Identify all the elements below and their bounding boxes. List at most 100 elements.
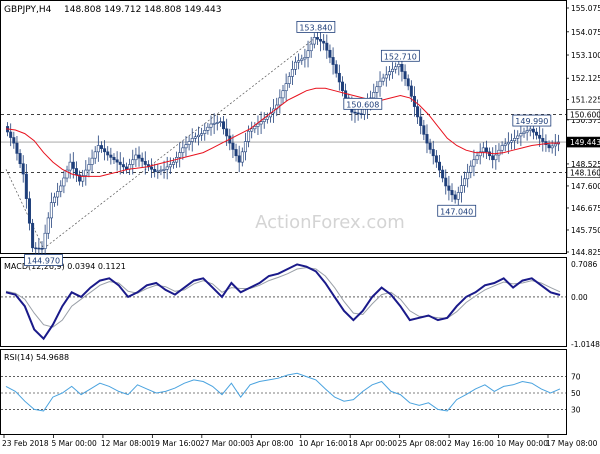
candle-body (253, 126, 257, 130)
x-axis-label: 18 Apr 00:00 (348, 439, 397, 448)
macd-line (5, 263, 561, 341)
candle-body (547, 144, 551, 149)
price-axis-label: 153.100 (571, 51, 600, 60)
candle-body (294, 61, 298, 70)
candle-body (90, 157, 94, 165)
candle-body (306, 50, 310, 58)
candle-body (206, 126, 210, 131)
macd-layer (1, 263, 566, 341)
level-tag-box (566, 136, 600, 148)
candle-body (165, 166, 169, 170)
price-callout-box (24, 254, 63, 266)
candle-body (196, 134, 200, 138)
candle-body (178, 152, 182, 158)
level-tag-label: 150.600 (570, 111, 600, 120)
candle-body (190, 138, 194, 142)
level-tag-box (566, 167, 600, 178)
candle-body (387, 71, 391, 76)
candle-body (96, 145, 100, 153)
candle-body (21, 163, 25, 175)
candle-body (356, 112, 360, 115)
candle-body (434, 155, 438, 163)
candle-body (56, 191, 60, 198)
candle-body (187, 141, 191, 145)
candle-body (397, 63, 401, 68)
candle-body (137, 154, 141, 159)
candle-body (71, 161, 75, 169)
candle-body (503, 143, 507, 146)
candle-body (237, 155, 241, 163)
price-axis-label: 146.675 (571, 204, 600, 213)
candle-body (334, 64, 338, 74)
symbol-label: GBPJPY,H4 (4, 5, 52, 15)
price-axis-label: 152.125 (571, 74, 600, 83)
candle-body (171, 161, 175, 165)
candle-body (428, 142, 432, 150)
price-layer: 153.840 152.710 150.608 149.990 147.040 144.9… (1, 20, 566, 266)
x-axis-label: 2 May 16:00 (447, 439, 494, 448)
candle-body (344, 90, 348, 99)
moving-average-line (5, 87, 560, 177)
price-callout-box (343, 97, 383, 110)
candle-body (337, 72, 341, 83)
rsi-axis-label: 70 (571, 373, 581, 382)
candle-body (450, 190, 454, 196)
candle-body (106, 151, 110, 156)
candle-body (162, 168, 166, 171)
price-axis-label: 154.075 (571, 28, 600, 37)
price-callout-label: 149.990 (515, 117, 548, 126)
candle-body (109, 154, 113, 158)
candle-body (131, 159, 135, 165)
price-callout-box (512, 114, 552, 127)
candle-body (403, 71, 407, 80)
candle-body (34, 247, 38, 250)
candle-body (184, 144, 188, 149)
candle-body (491, 155, 495, 161)
candle-body (340, 81, 344, 92)
candle-body (441, 169, 445, 179)
candle-body (519, 133, 523, 137)
candle-body (81, 175, 85, 182)
candle-body (53, 196, 57, 203)
candle-body (168, 164, 172, 168)
candle-body (553, 143, 557, 147)
candle-body (284, 83, 288, 92)
candle-body (68, 161, 72, 171)
candle-body (297, 60, 301, 63)
candle-body (121, 164, 125, 168)
candle-body (419, 116, 423, 126)
candle-body (231, 142, 235, 150)
candle-body (469, 165, 473, 173)
macd-signal-line (5, 267, 561, 328)
price-axis-label: 151.225 (571, 96, 600, 105)
price-callout-box (296, 20, 336, 33)
candle-body (484, 147, 488, 153)
x-axis-label: 12 Mar 08:00 (101, 439, 151, 448)
candle-body (406, 78, 410, 87)
level-tag-box (566, 109, 600, 120)
candle-body (312, 37, 316, 45)
x-axis-label: 17 May 08:00 (546, 439, 598, 448)
candle-body (409, 85, 413, 97)
candle-body (315, 37, 319, 40)
candle-body (115, 159, 119, 163)
candle-body (416, 106, 420, 118)
candle-body (522, 131, 526, 134)
candle-body (24, 173, 28, 199)
candle-body (531, 128, 535, 133)
candle-body (65, 169, 69, 179)
candle-body (256, 123, 260, 127)
candle-body (103, 148, 107, 153)
candle-body (150, 166, 154, 170)
candle-body (9, 131, 13, 138)
candle-body (475, 155, 479, 161)
candle-body (212, 122, 216, 125)
candle-body (140, 157, 144, 162)
x-axis-label: 3 Apr 08:00 (249, 439, 293, 448)
candle-body (378, 80, 382, 88)
price-axis-label: 147.600 (571, 182, 600, 191)
candle-body (384, 74, 388, 79)
candle-body (93, 151, 97, 159)
candle-body (222, 121, 226, 130)
x-axis-label: 10 Apr 16:00 (299, 439, 348, 448)
